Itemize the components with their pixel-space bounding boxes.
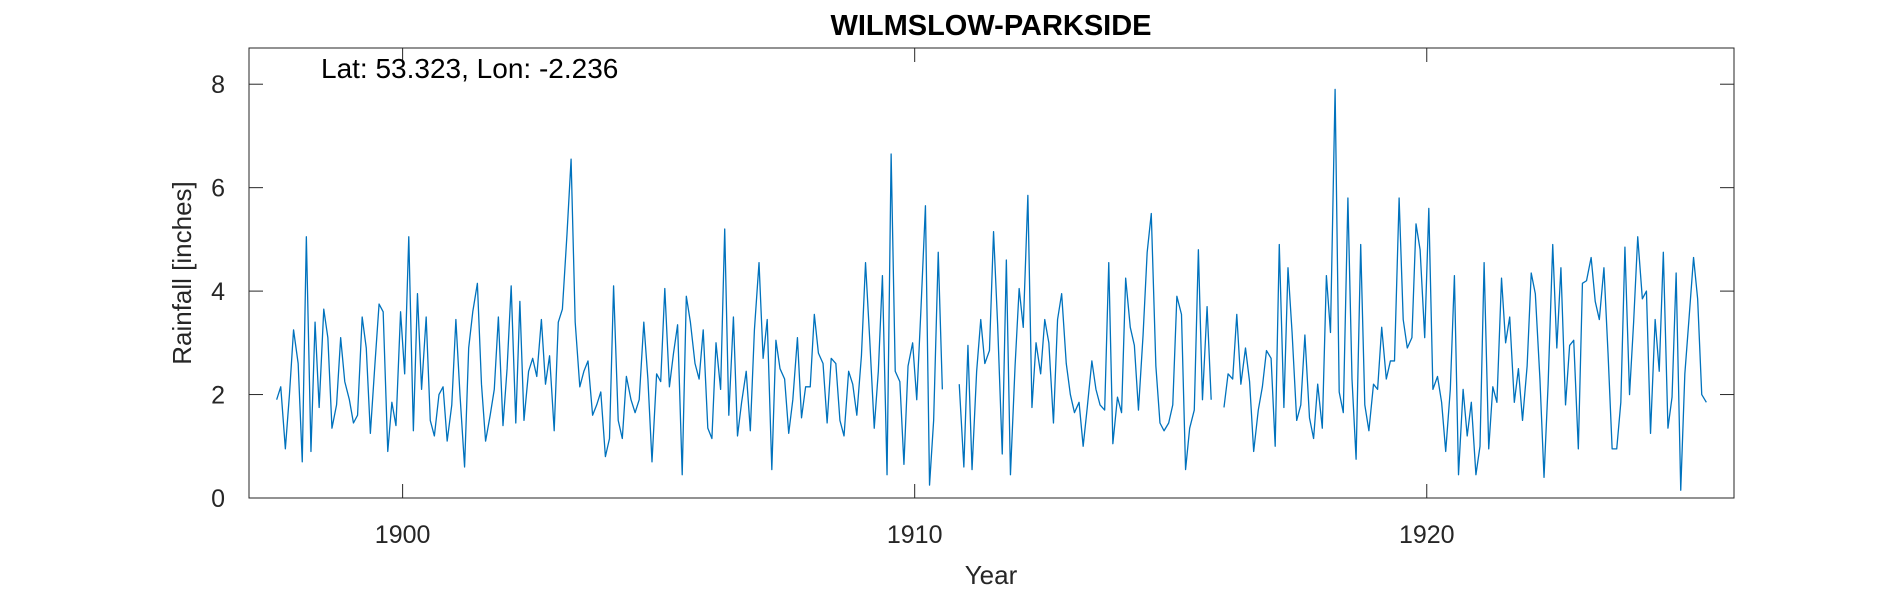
chart-title: WILMSLOW-PARKSIDE xyxy=(830,10,1151,42)
x-tick-label: 1920 xyxy=(1399,521,1455,549)
y-tick-label: 6 xyxy=(211,175,225,203)
y-tick-label: 8 xyxy=(211,71,225,99)
axis-ticks xyxy=(249,48,1734,499)
y-tick-label: 0 xyxy=(211,485,225,513)
rainfall-series-line-segment xyxy=(1223,88,1707,491)
y-tick-label: 2 xyxy=(211,382,225,410)
rainfall-series-line xyxy=(276,153,943,486)
location-annotation: Lat: 53.323, Lon: -2.236 xyxy=(321,53,618,84)
tick-labels: 1900 1910 1920 0 2 4 6 8 xyxy=(211,71,1454,549)
rainfall-series xyxy=(958,88,1707,491)
x-axis-label: Year xyxy=(965,560,1018,590)
x-tick-label: 1910 xyxy=(887,521,943,549)
rainfall-series-line-segment xyxy=(958,194,1212,476)
y-tick-label: 4 xyxy=(211,278,225,306)
x-tick-label: 1900 xyxy=(375,521,431,549)
y-axis-label: Rainfall [inches] xyxy=(167,181,197,365)
